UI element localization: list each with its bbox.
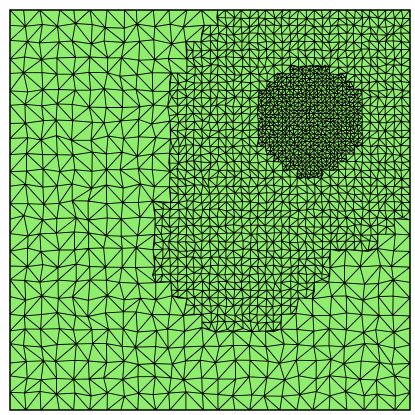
mesh-border [9, 9, 411, 411]
triangle-mesh [9, 9, 411, 411]
